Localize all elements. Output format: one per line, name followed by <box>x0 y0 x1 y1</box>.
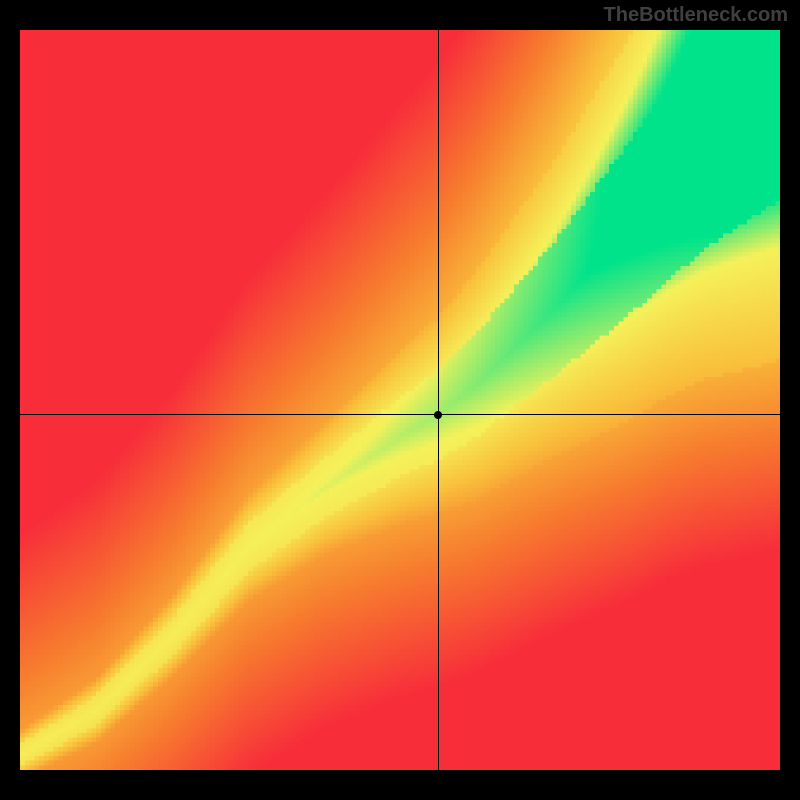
crosshair-horizontal <box>20 414 780 415</box>
crosshair-dot <box>434 411 442 419</box>
heatmap-plot <box>20 30 780 770</box>
watermark-text: TheBottleneck.com <box>604 4 788 27</box>
heatmap-canvas <box>20 30 780 770</box>
crosshair-vertical <box>438 30 439 770</box>
